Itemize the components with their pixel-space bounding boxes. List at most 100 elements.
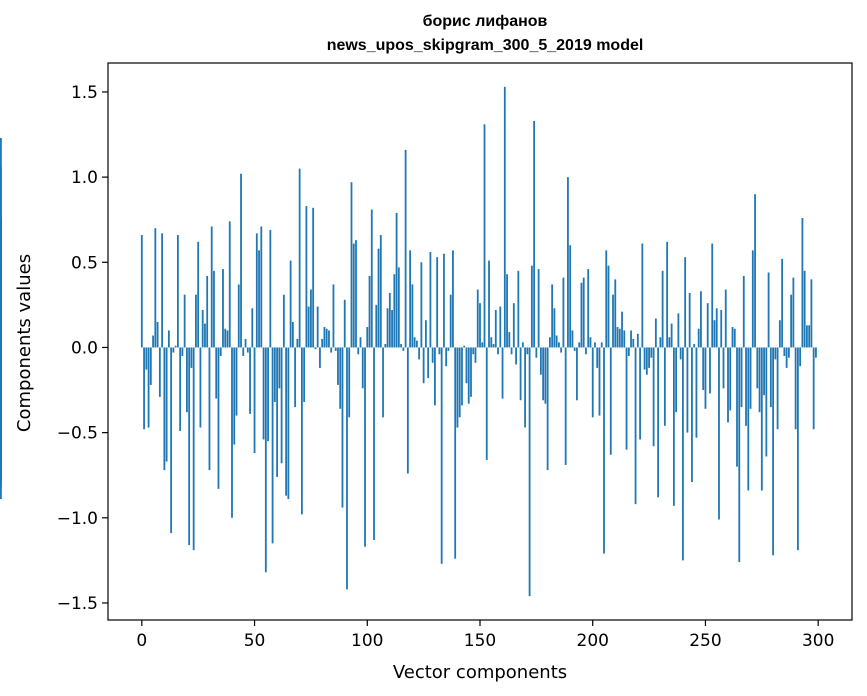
bar xyxy=(515,347,517,365)
y-tick-label: 0.5 xyxy=(71,253,98,273)
bar xyxy=(605,250,608,348)
bar xyxy=(585,347,587,355)
bar xyxy=(253,347,256,454)
bar xyxy=(287,347,290,500)
bar xyxy=(729,347,732,411)
bar xyxy=(352,243,355,348)
plot-frame xyxy=(107,62,853,621)
bar xyxy=(413,337,416,348)
bar xyxy=(555,335,558,348)
bar xyxy=(154,228,157,348)
chart-title: борис лифанов xyxy=(423,13,548,30)
x-tick-label: 200 xyxy=(577,631,609,651)
bar xyxy=(411,284,414,348)
bar xyxy=(490,337,493,348)
bar xyxy=(765,347,768,457)
bar xyxy=(774,347,777,360)
bar xyxy=(621,311,623,348)
bar xyxy=(639,347,641,440)
bar xyxy=(251,308,254,348)
bar xyxy=(246,347,249,353)
x-tick-label: 100 xyxy=(351,631,383,651)
bar xyxy=(659,337,662,348)
bar xyxy=(645,347,648,375)
y-tick-label: −0.5 xyxy=(57,424,98,444)
bar xyxy=(400,344,402,348)
bar xyxy=(393,274,396,348)
bar xyxy=(307,306,310,348)
chart-subtitle: news_upos_skipgram_300_5_2019 model xyxy=(327,37,644,54)
bar xyxy=(170,347,173,534)
bar xyxy=(488,260,490,348)
bar xyxy=(695,347,698,438)
bar xyxy=(391,309,393,348)
bar xyxy=(334,347,337,351)
bar xyxy=(612,294,614,348)
bar xyxy=(183,294,186,348)
bar xyxy=(799,347,802,367)
bar xyxy=(589,337,592,348)
y-tick-label: 1.5 xyxy=(71,83,98,103)
bar xyxy=(140,235,143,348)
bar xyxy=(706,303,709,348)
bar xyxy=(691,347,693,483)
bar xyxy=(278,347,281,389)
bar xyxy=(201,309,204,348)
bar xyxy=(548,337,551,348)
bar xyxy=(630,330,632,348)
bar xyxy=(422,347,425,384)
bar xyxy=(643,347,646,370)
bar xyxy=(397,267,400,348)
bar xyxy=(406,347,409,474)
bar xyxy=(632,338,635,348)
bar xyxy=(654,318,657,348)
bar xyxy=(718,347,720,520)
bar xyxy=(472,347,475,355)
bar xyxy=(576,347,578,401)
bar xyxy=(767,272,770,348)
bar xyxy=(634,347,637,505)
bar xyxy=(571,330,574,348)
bar xyxy=(310,289,312,348)
bar xyxy=(436,257,439,348)
bar xyxy=(269,229,272,348)
bar xyxy=(429,252,432,348)
bar xyxy=(222,269,224,348)
y-tick-label: −1.5 xyxy=(57,594,98,614)
bar xyxy=(470,347,472,397)
bar xyxy=(506,274,508,348)
bar xyxy=(386,308,389,348)
bar xyxy=(715,308,718,348)
bar xyxy=(749,347,752,409)
bar xyxy=(156,321,159,348)
bar xyxy=(330,347,333,353)
bar xyxy=(497,347,499,355)
bar xyxy=(494,309,497,348)
bar xyxy=(648,347,650,368)
bar xyxy=(364,347,366,547)
bar xyxy=(754,194,756,348)
bar xyxy=(616,327,619,348)
bar xyxy=(736,347,738,467)
bar xyxy=(465,347,468,384)
bar xyxy=(812,347,815,430)
bar xyxy=(796,347,799,551)
bar xyxy=(224,328,227,348)
bar xyxy=(785,347,788,368)
bar xyxy=(711,243,714,348)
bar xyxy=(452,250,454,348)
bar xyxy=(803,270,806,348)
x-tick-label: 300 xyxy=(802,631,834,651)
bar xyxy=(742,275,745,348)
bar xyxy=(537,269,540,348)
bar xyxy=(258,250,260,348)
y-tick-label: −1.0 xyxy=(57,509,98,529)
bar xyxy=(618,328,621,348)
bar xyxy=(388,292,391,348)
bar xyxy=(700,291,702,348)
bar xyxy=(228,221,231,348)
bar xyxy=(325,328,328,348)
bar xyxy=(289,260,292,348)
bar xyxy=(206,275,209,348)
